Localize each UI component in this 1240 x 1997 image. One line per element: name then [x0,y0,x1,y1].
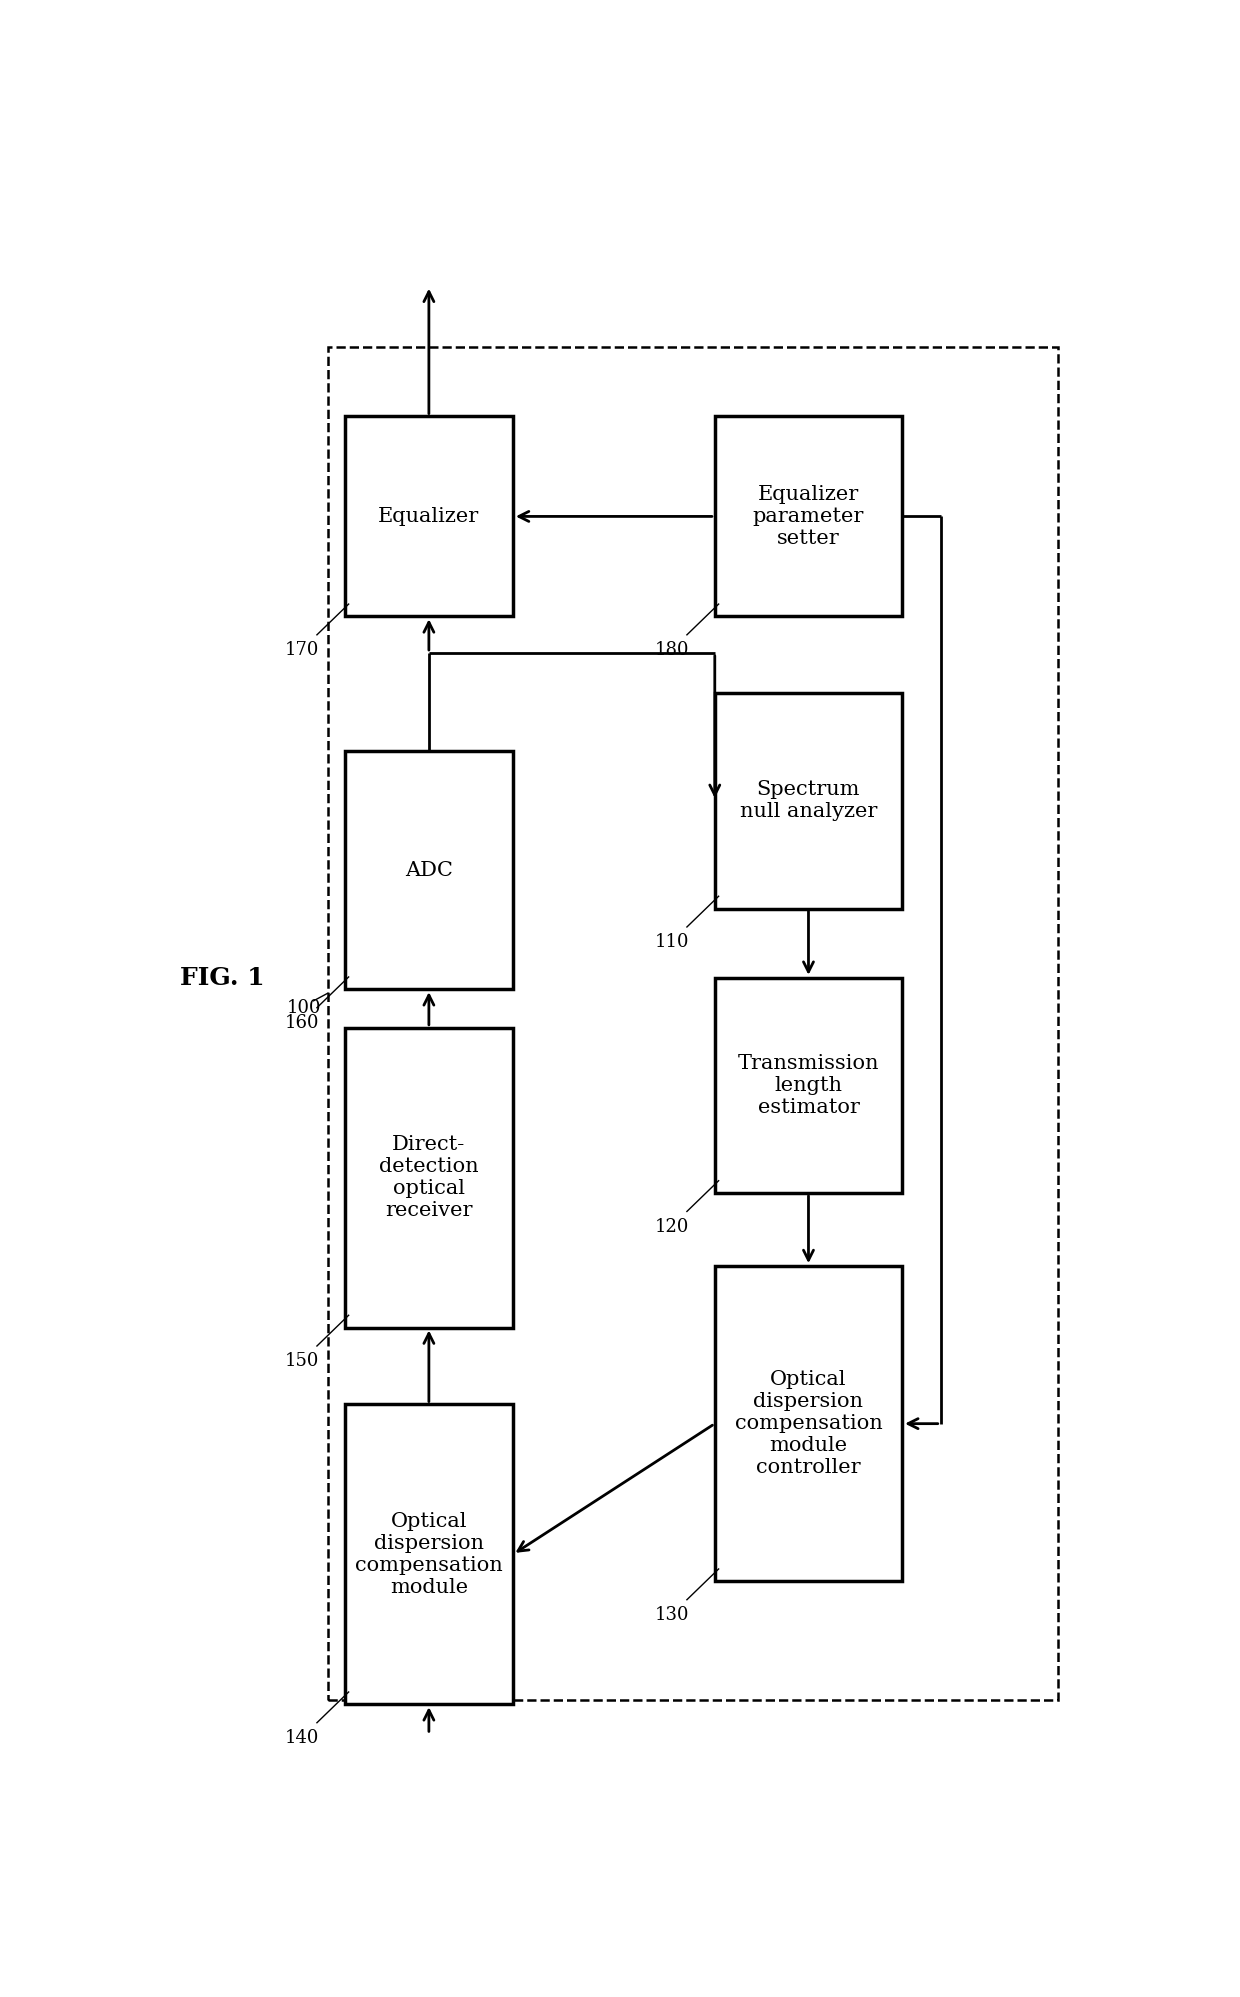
Text: 180: 180 [655,641,688,659]
Text: 130: 130 [655,1606,688,1624]
Bar [714,1266,903,1582]
Text: Spectrum
null analyzer: Spectrum null analyzer [740,781,877,821]
Text: Equalizer
parameter
setter: Equalizer parameter setter [753,485,864,547]
Bar [714,417,903,617]
Text: Optical
dispersion
compensation
module
controller: Optical dispersion compensation module c… [734,1370,883,1478]
Text: 170: 170 [284,641,319,659]
Text: 120: 120 [655,1218,688,1236]
Bar [714,979,903,1192]
Text: 140: 140 [284,1729,319,1747]
Text: 150: 150 [284,1352,319,1370]
Text: 160: 160 [284,1014,319,1032]
Text: Equalizer: Equalizer [378,507,480,525]
Bar [345,751,513,989]
Bar [345,1028,513,1328]
Bar [345,1404,513,1703]
Text: ADC: ADC [405,861,453,879]
Bar [345,417,513,617]
Bar [714,693,903,909]
Text: 110: 110 [655,933,688,951]
Text: 100: 100 [286,998,321,1018]
Text: FIG. 1: FIG. 1 [180,967,264,991]
Text: Optical
dispersion
compensation
module: Optical dispersion compensation module [355,1512,502,1598]
Text: Direct-
detection
optical
receiver: Direct- detection optical receiver [379,1134,479,1220]
Text: Transmission
length
estimator: Transmission length estimator [738,1054,879,1116]
Bar [327,347,1059,1701]
